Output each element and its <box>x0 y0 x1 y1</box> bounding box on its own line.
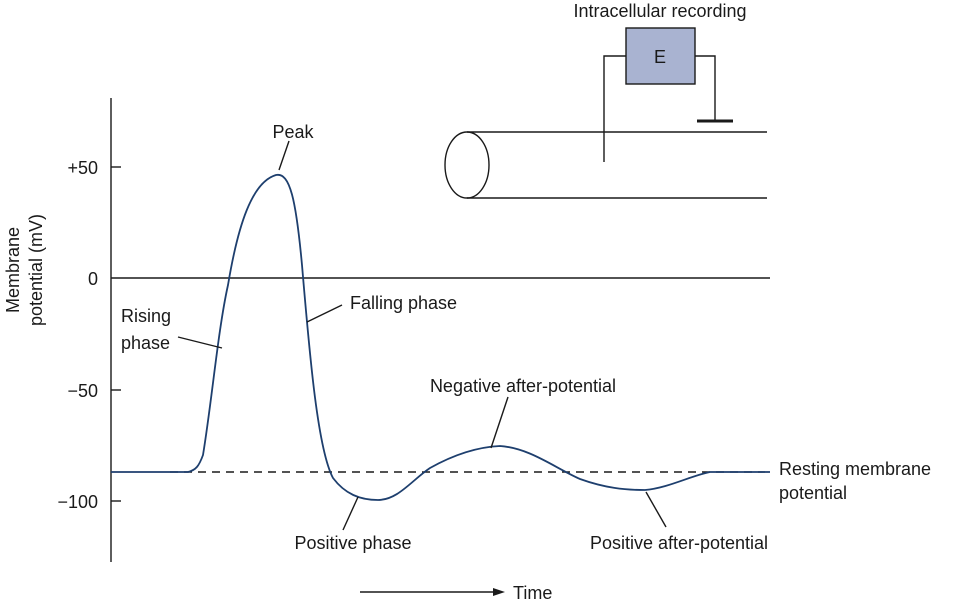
y-tick-minus100: −100 <box>57 492 98 512</box>
negative-after-leader <box>490 396 509 449</box>
y-tick-minus50: −50 <box>67 381 98 401</box>
falling-label: Falling phase <box>350 293 457 313</box>
recording-electrode-wire <box>603 55 626 162</box>
y-axis-label: Membrane potential (mV) <box>3 214 46 326</box>
resting-label-line1: Resting membrane <box>779 459 931 479</box>
axon-end-ellipse <box>444 131 490 199</box>
peak-label: Peak <box>272 122 314 142</box>
rising-label-line2: phase <box>121 333 170 353</box>
positive-phase-label: Positive phase <box>294 533 411 553</box>
negative-after-label: Negative after-potential <box>430 376 616 396</box>
peak-leader <box>278 140 290 171</box>
y-axis-label-line2: potential (mV) <box>26 214 46 326</box>
y-tick-zero: 0 <box>88 269 98 289</box>
positive-phase-leader <box>342 496 359 531</box>
ground-wire <box>695 55 716 120</box>
electrode-box <box>625 27 696 85</box>
rising-label-line1: Rising <box>121 306 171 326</box>
positive-after-leader <box>645 491 667 528</box>
falling-leader <box>306 304 343 323</box>
positive-after-label: Positive after-potential <box>590 533 768 553</box>
rising-leader <box>177 336 223 349</box>
time-arrow-head-icon <box>493 588 505 596</box>
y-tick-plus50: +50 <box>67 158 98 178</box>
action-potential-curve <box>111 174 770 501</box>
y-axis-label-line1: Membrane <box>3 227 23 313</box>
resting-label-line2: potential <box>779 483 847 503</box>
electrode-label: E <box>654 47 666 67</box>
recording-title: Intracellular recording <box>573 1 746 21</box>
x-axis-label: Time <box>513 583 552 600</box>
